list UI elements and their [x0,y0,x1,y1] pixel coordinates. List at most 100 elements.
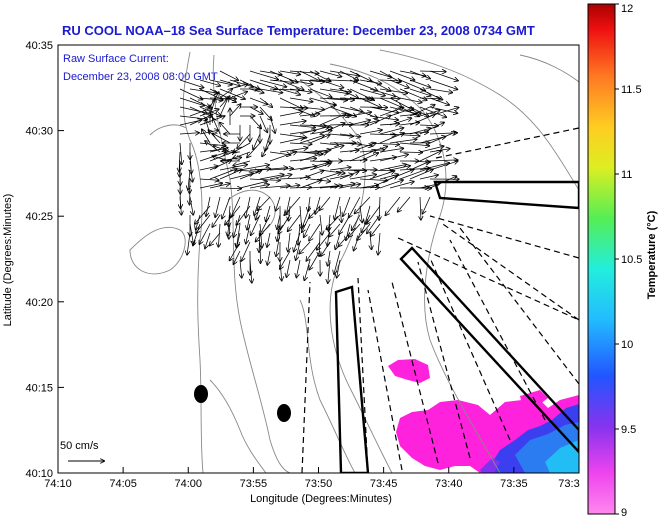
current-vector [279,138,304,144]
current-vector [338,232,351,246]
current-vector [429,176,456,189]
current-vector [276,232,281,256]
current-vector [249,169,270,170]
current-vector [389,79,409,88]
current-vector [219,98,228,117]
current-vector [328,250,330,266]
current-vector [279,79,304,90]
current-vector [240,259,242,278]
current-vector [349,120,370,126]
current-vector [249,106,263,114]
colorbar-tick-label: 10.5 [621,254,642,266]
current-vector [349,196,361,217]
current-vector [289,205,291,221]
current-vector [409,70,430,79]
current-vector [247,214,251,230]
current-vector [219,70,238,80]
current-vector [389,139,417,144]
current-vector [329,98,354,100]
current-vector [237,232,241,247]
current-vector [249,79,277,89]
x-tick-label: 73:3 [558,478,579,490]
current-vector [309,131,332,135]
current-vector [246,196,251,218]
current-vector [209,98,236,99]
current-vector [299,106,324,110]
current-vector [231,196,241,217]
current-vector [279,97,303,109]
x-tick-label: 74:00 [174,478,202,490]
current-vector [419,184,440,189]
current-vector [317,232,331,250]
current-vector [213,118,221,135]
current-vector [409,105,435,117]
current-vectors [179,71,459,283]
current-label: Raw Surface Current: [63,53,169,65]
current-vector [315,196,321,214]
current-vector [213,134,231,144]
current-vector [296,241,301,260]
current-vector [343,196,351,216]
current-vector [284,196,301,215]
current-vector [429,70,458,81]
current-vector [389,166,410,171]
current-vector [259,97,272,107]
y-axis-label: Latitude (Degrees:Minutes) [2,194,14,327]
current-vector [339,88,358,98]
current-vector [309,205,321,218]
current-vector [179,133,199,134]
current-vector [189,223,194,244]
current-vector [319,88,348,94]
current-vector [219,89,232,99]
colorbar-tick-label: 9 [621,507,627,519]
current-vector [249,115,261,128]
current-vector [199,179,219,180]
current-vector [267,232,271,247]
current-vector [419,110,440,117]
current-vector [279,185,299,189]
current-vector [355,196,371,213]
current-vector [279,133,306,138]
current-vector [220,123,231,135]
current-vector [199,79,220,86]
current-vector [199,142,225,146]
current-vector [359,88,385,96]
current-vector [369,171,394,180]
current-vector [399,152,422,153]
current-vector [429,160,457,161]
current-vector [241,241,251,261]
current-vector [260,223,262,247]
current-vector [389,70,414,80]
current-vector [219,188,241,189]
current-vector [234,214,241,237]
current-vector [269,80,293,82]
current-vector [399,79,425,91]
current-vector [379,88,407,93]
y-tick-label: 40:25 [25,211,53,223]
current-vector [419,123,444,135]
current-vector [288,232,290,251]
current-vector [299,135,324,144]
current-vector [429,88,452,93]
current-vector [269,175,291,180]
current-vector [205,232,211,248]
current-vector [233,151,251,158]
current-vector [369,116,391,126]
current-vector [349,79,377,91]
current-vector [189,196,193,215]
current-vector [279,148,307,153]
current-vector [294,232,301,251]
current-vector [288,214,301,231]
current-vector [256,205,261,220]
current-vector [289,125,315,128]
current-vector [222,196,231,218]
current-vector [419,146,444,153]
x-tick-label: 73:40 [435,478,463,490]
station-marker [277,404,291,422]
current-vector [179,88,202,100]
current-vector [229,170,259,171]
current-vector [379,70,400,82]
current-vector [339,150,359,152]
current-vector [229,173,253,180]
current-vector [319,79,343,88]
